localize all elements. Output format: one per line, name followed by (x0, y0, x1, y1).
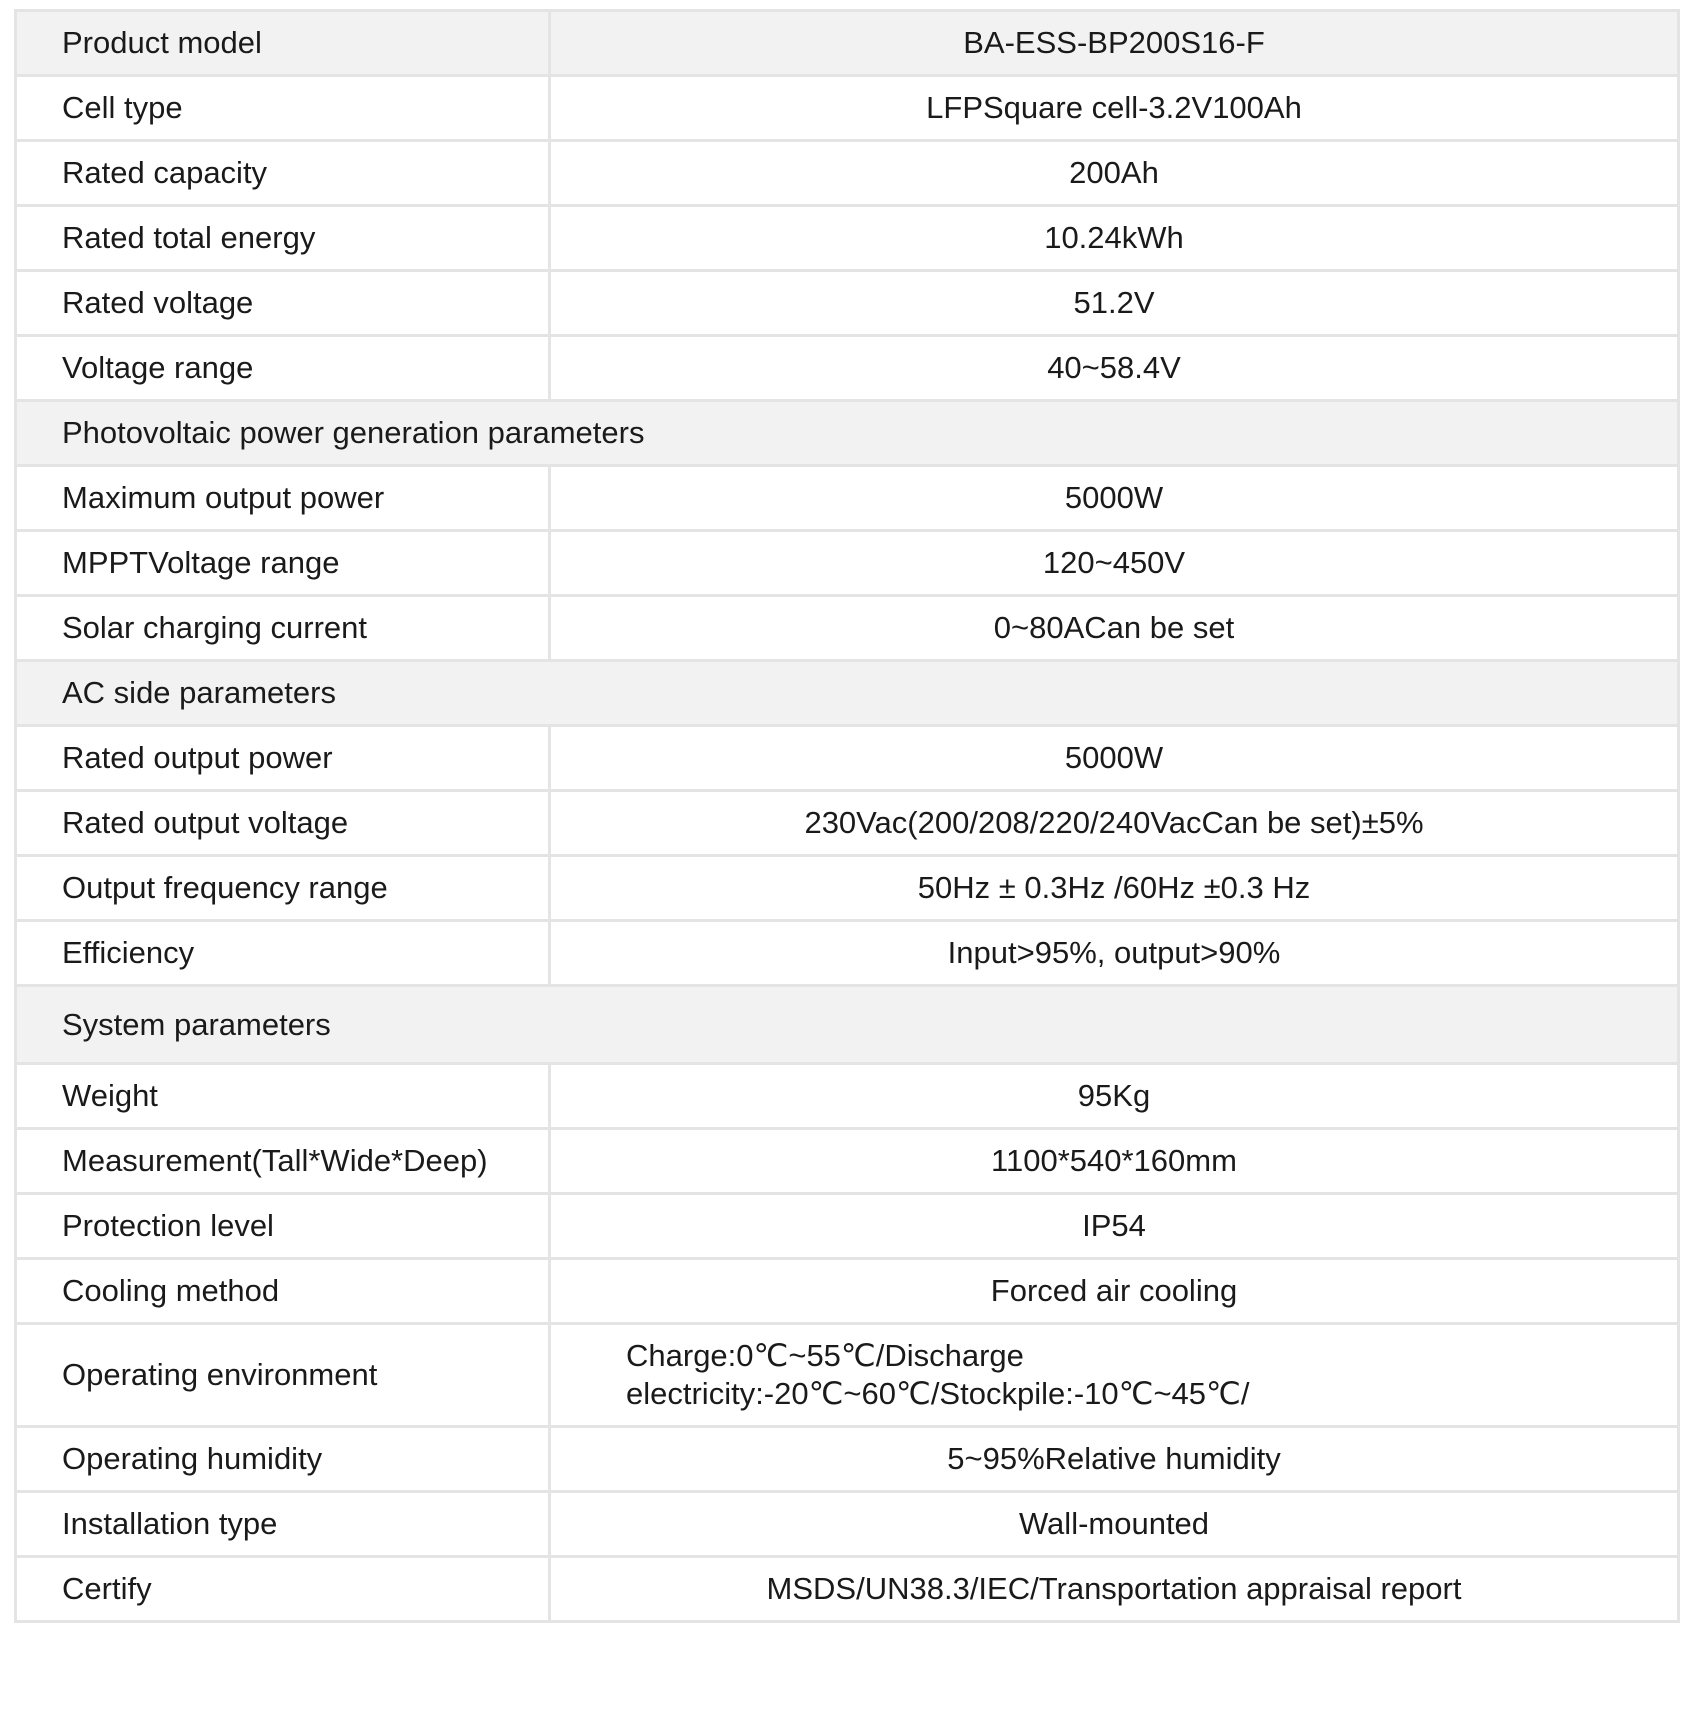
spec-label: Protection level (14, 1192, 551, 1260)
table-row: Measurement(Tall*Wide*Deep) 1100*540*160m… (14, 1127, 1680, 1195)
table-row: Rated total energy 10.24kWh (14, 204, 1680, 272)
table-row: Installation type Wall-mounted (14, 1490, 1680, 1558)
spec-label: Cell type (14, 74, 551, 142)
spec-value: 200Ah (548, 139, 1680, 207)
table-row: Solar charging current 0~80ACan be set (14, 594, 1680, 662)
spec-value: Input>95%, output>90% (548, 919, 1680, 987)
spec-value: 0~80ACan be set (548, 594, 1680, 662)
spec-value: 95Kg (548, 1062, 1680, 1130)
spec-label: Installation type (14, 1490, 551, 1558)
spec-label: Rated total energy (14, 204, 551, 272)
section-title: System parameters (14, 984, 1680, 1065)
spec-label: Output frequency range (14, 854, 551, 922)
spec-value: IP54 (548, 1192, 1680, 1260)
table-row: Rated output power 5000W (14, 724, 1680, 792)
table-row: Operating environment Charge:0℃~55℃/Disch… (14, 1322, 1680, 1428)
spec-value: 1100*540*160mm (548, 1127, 1680, 1195)
spec-label: Product model (14, 9, 551, 77)
table-row: Voltage range 40~58.4V (14, 334, 1680, 402)
spec-value: Forced air cooling (548, 1257, 1680, 1325)
spec-label: Efficiency (14, 919, 551, 987)
spec-table: Product model BA-ESS-BP200S16-F Cell type L… (14, 9, 1680, 1623)
table-row: Rated capacity 200Ah (14, 139, 1680, 207)
spec-label: Operating humidity (14, 1425, 551, 1493)
spec-value: 51.2V (548, 269, 1680, 337)
table-row: Cooling method Forced air cooling (14, 1257, 1680, 1325)
spec-value: 50Hz ± 0.3Hz /60Hz ±0.3 Hz (548, 854, 1680, 922)
spec-label: Maximum output power (14, 464, 551, 532)
spec-value: 230Vac(200/208/220/240VacCan be set)±5% (548, 789, 1680, 857)
spec-label: Solar charging current (14, 594, 551, 662)
spec-label: Cooling method (14, 1257, 551, 1325)
table-row: Certify MSDS/UN38.3/IEC/Transportation ap… (14, 1555, 1680, 1623)
spec-value: 5000W (548, 724, 1680, 792)
table-row: Cell type LFPSquare cell-3.2V100Ah (14, 74, 1680, 142)
spec-value: MSDS/UN38.3/IEC/Transportation appraisal… (548, 1555, 1680, 1623)
spec-label: Measurement(Tall*Wide*Deep) (14, 1127, 551, 1195)
table-row: Maximum output power 5000W (14, 464, 1680, 532)
table-row: Weight 95Kg (14, 1062, 1680, 1130)
spec-value: 40~58.4V (548, 334, 1680, 402)
spec-value: 5000W (548, 464, 1680, 532)
spec-value: BA-ESS-BP200S16-F (548, 9, 1680, 77)
spec-value: 120~450V (548, 529, 1680, 597)
spec-label: Certify (14, 1555, 551, 1623)
spec-value: 5~95%Relative humidity (548, 1425, 1680, 1493)
spec-label: MPPTVoltage range (14, 529, 551, 597)
spec-value: 10.24kWh (548, 204, 1680, 272)
section-header-row: System parameters (14, 984, 1680, 1065)
section-header-row: Photovoltaic power generation parameters (14, 399, 1680, 467)
spec-label: Rated output voltage (14, 789, 551, 857)
spec-label: Rated capacity (14, 139, 551, 207)
table-row: Rated output voltage 230Vac(200/208/220/2… (14, 789, 1680, 857)
section-title: Photovoltaic power generation parameters (14, 399, 1680, 467)
spec-label: Rated output power (14, 724, 551, 792)
spec-value: Charge:0℃~55℃/Discharge electricity:-20℃… (548, 1322, 1680, 1428)
spec-label: Voltage range (14, 334, 551, 402)
table-row: Product model BA-ESS-BP200S16-F (14, 9, 1680, 77)
spec-value: Wall-mounted (548, 1490, 1680, 1558)
spec-label: Operating environment (14, 1322, 551, 1428)
table-row: MPPTVoltage range 120~450V (14, 529, 1680, 597)
table-row: Rated voltage 51.2V (14, 269, 1680, 337)
spec-label: Weight (14, 1062, 551, 1130)
table-row: Efficiency Input>95%, output>90% (14, 919, 1680, 987)
spec-label: Rated voltage (14, 269, 551, 337)
table-row: Output frequency range 50Hz ± 0.3Hz /60Hz… (14, 854, 1680, 922)
spec-value: LFPSquare cell-3.2V100Ah (548, 74, 1680, 142)
section-header-row: AC side parameters (14, 659, 1680, 727)
table-row: Operating humidity 5~95%Relative humidity (14, 1425, 1680, 1493)
table-row: Protection level IP54 (14, 1192, 1680, 1260)
section-title: AC side parameters (14, 659, 1680, 727)
